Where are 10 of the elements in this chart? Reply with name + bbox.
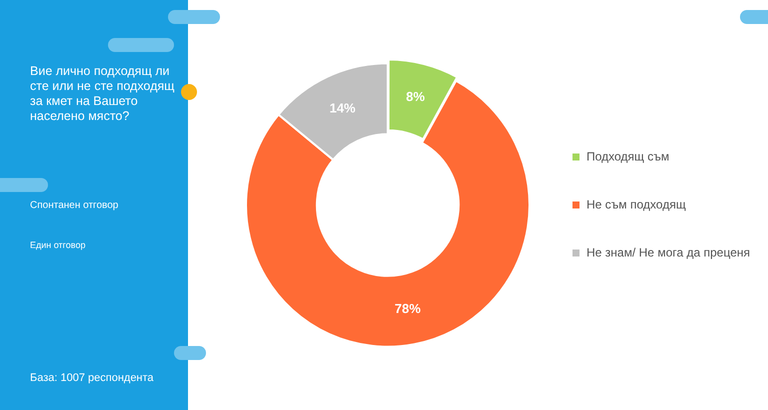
data-label: 14% — [329, 100, 356, 116]
data-label: 8% — [406, 88, 426, 104]
legend-label: Не съм подходящ — [586, 197, 686, 212]
text: Спонтанен отговор — [30, 200, 118, 211]
data-label: 78% — [394, 301, 422, 316]
legend-label: Не знам/ Не мога да преценя — [586, 245, 750, 260]
text: Вие лично подходящ ли сте или не сте подходящ за кмет на Вашето населено място? — [30, 64, 175, 124]
text: Един отговор — [30, 240, 86, 250]
text: База: 1007 респондента — [30, 372, 154, 384]
legend-label: Подходящ съм — [586, 149, 670, 164]
